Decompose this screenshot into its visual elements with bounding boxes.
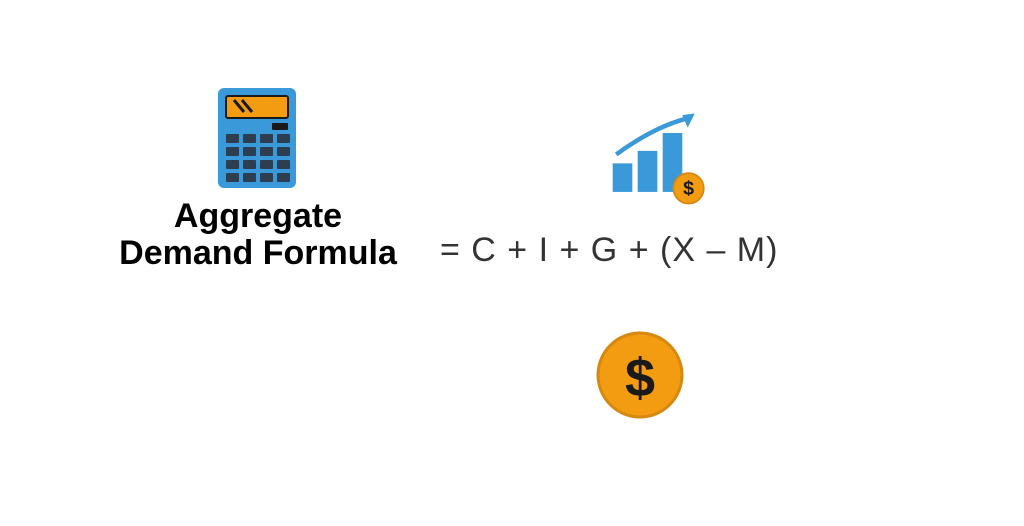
title-line-1: Aggregate xyxy=(98,198,418,235)
svg-text:$: $ xyxy=(683,178,694,200)
calculator-icon xyxy=(218,88,296,193)
title-line-2: Demand Formula xyxy=(98,235,418,272)
growth-chart-icon: $ xyxy=(605,108,715,213)
dollar-symbol: $ xyxy=(625,348,655,408)
formula-title: Aggregate Demand Formula xyxy=(98,198,418,273)
formula-expression: = C + I + G + (X – M) xyxy=(440,231,778,270)
dollar-coin-icon: $ xyxy=(595,330,685,425)
